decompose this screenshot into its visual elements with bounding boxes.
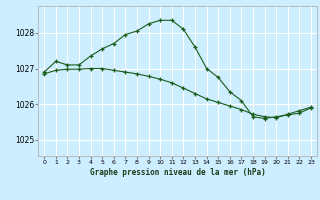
X-axis label: Graphe pression niveau de la mer (hPa): Graphe pression niveau de la mer (hPa) (90, 168, 266, 177)
